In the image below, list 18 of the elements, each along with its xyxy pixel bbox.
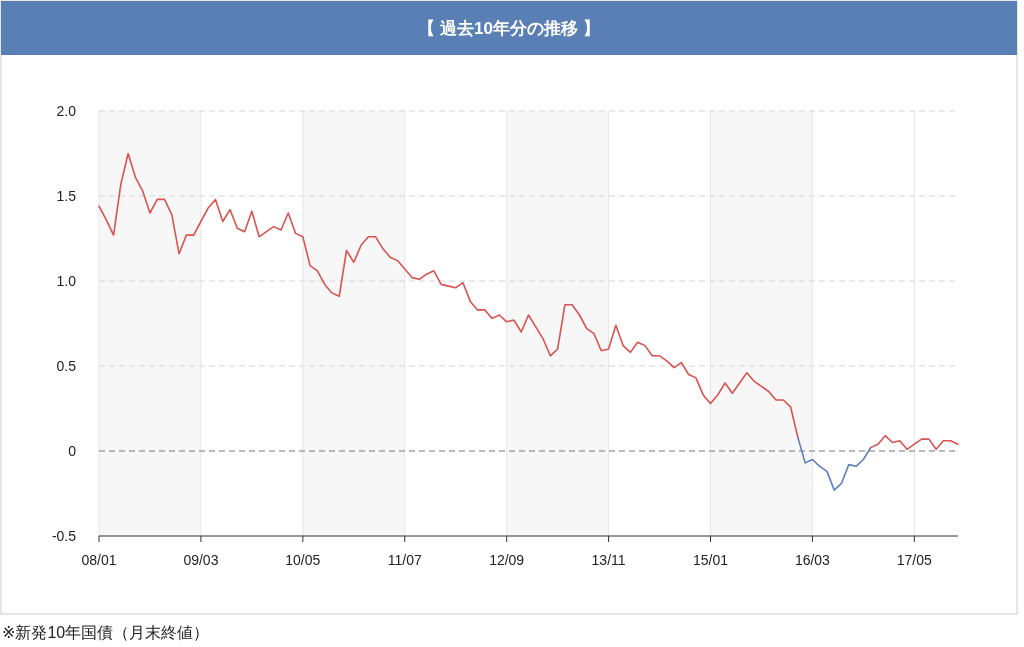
y-tick-label: 0 <box>68 443 77 459</box>
x-tick-label: 16/03 <box>794 552 831 568</box>
x-tick-label: 08/01 <box>81 552 117 568</box>
y-tick-label: 1.0 <box>56 273 77 289</box>
x-tick-label: 17/05 <box>896 552 933 568</box>
x-tick-label: 10/05 <box>285 552 321 568</box>
x-tick-label: 13/11 <box>591 552 626 568</box>
y-tick-label: 2.0 <box>56 103 77 119</box>
y-tick-label: 1.5 <box>56 188 77 204</box>
y-tick-label: -0.5 <box>51 528 77 544</box>
line-series <box>797 436 872 491</box>
y-tick-label: 0.5 <box>56 358 77 374</box>
chart-title: 【 過去10年分の推移 】 <box>418 19 600 38</box>
x-tick-label: 09/03 <box>183 552 219 568</box>
x-tick-label: 11/07 <box>387 552 422 568</box>
text: ※新発10年国債（月末終値） <box>2 624 210 641</box>
x-tick-label: 15/01 <box>692 552 729 568</box>
x-tick-label: 12/09 <box>489 552 525 568</box>
